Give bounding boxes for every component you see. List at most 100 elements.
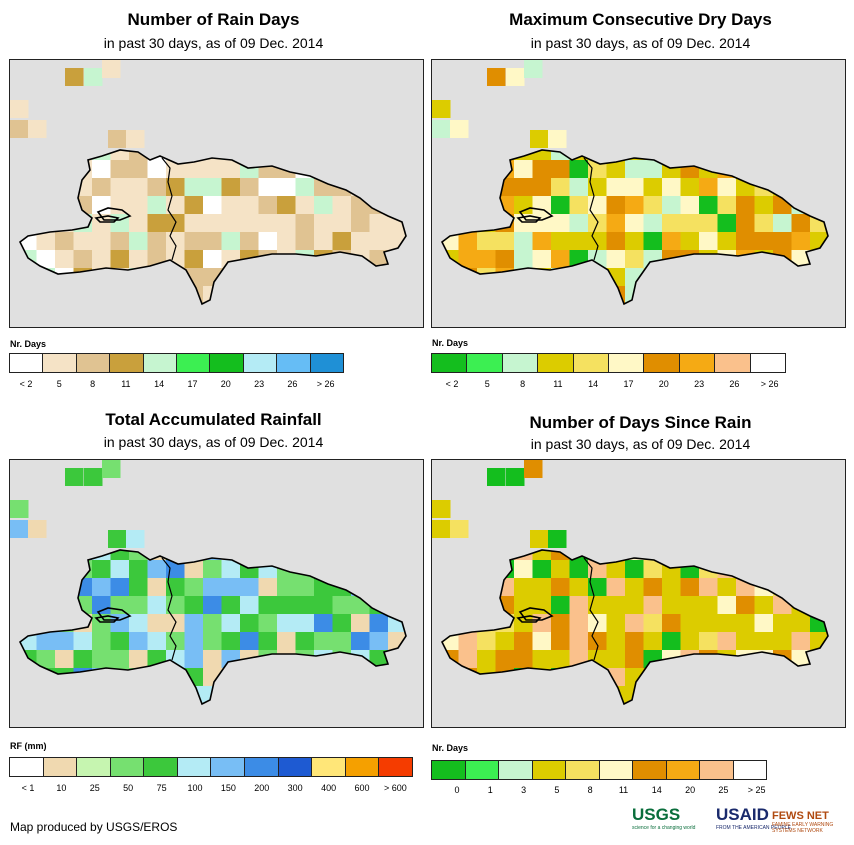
coastline — [96, 607, 132, 621]
legend-label: 11 — [553, 379, 563, 389]
map-grid-cell — [10, 500, 29, 518]
legend-swatch — [598, 761, 632, 779]
coastline — [440, 149, 829, 306]
legend-swatch — [210, 758, 245, 776]
map-grid-cell — [524, 60, 543, 78]
legend-label: 23 — [254, 379, 265, 389]
legend-label: 50 — [123, 783, 134, 793]
map-grid-cell — [28, 120, 47, 138]
legend-label: 11 — [618, 785, 629, 795]
legend-title: Nr. Days — [432, 338, 469, 348]
legend-swatch — [643, 354, 679, 372]
legend-bar — [431, 353, 786, 373]
legend-label: 25 — [89, 783, 100, 793]
legend-swatch — [432, 761, 465, 779]
usaid-logo: USAID FROM THE AMERICAN PEOPLE — [716, 805, 791, 831]
map-grid-cell — [450, 520, 469, 538]
legend-bar — [431, 760, 767, 780]
legend-swatch — [498, 761, 532, 779]
legend-label: > 25 — [747, 785, 766, 795]
legend-swatch — [678, 354, 715, 372]
legend-swatch — [464, 761, 498, 779]
map-grid-cell — [84, 468, 103, 486]
fews-net-logo: FEWS NET FAMINE EARLY WARNING SYSTEMS NE… — [772, 810, 854, 834]
legend-swatch — [501, 354, 538, 372]
map-grid-cell — [84, 68, 103, 86]
legend-swatch — [76, 758, 110, 776]
legend-title: RF (mm) — [10, 741, 47, 751]
legend-label: 20 — [685, 785, 696, 795]
legend-title: Nr. Days — [10, 339, 47, 349]
legend-label: > 600 — [384, 783, 407, 793]
legend-swatch — [537, 354, 573, 372]
legend-swatch — [699, 761, 733, 779]
legend-label: 20 — [658, 379, 669, 389]
usgs-logo-text: USGS — [632, 805, 681, 824]
usaid-logo-tag: FROM THE AMERICAN PEOPLE — [716, 825, 791, 831]
legend-swatch — [665, 761, 699, 779]
legend-label: 23 — [694, 379, 705, 389]
legend-swatch — [277, 758, 312, 776]
credit-text: Map produced by USGS/EROS — [10, 820, 178, 834]
legend-label: > 26 — [316, 379, 335, 389]
legend-swatch — [75, 354, 110, 372]
legend-swatch — [565, 761, 599, 779]
usgs-logo: USGS science for a changing world — [632, 805, 695, 831]
map-rain-days — [9, 59, 424, 328]
panel-subtitle: in past 30 days, as of 09 Dec. 2014 — [530, 35, 751, 51]
legend-swatch — [344, 758, 379, 776]
usgs-logo-tag: science for a changing world — [632, 825, 696, 831]
map-grid-cell — [506, 468, 525, 486]
fews-logo-tag: FAMINE EARLY WARNING SYSTEMS NETWORK — [772, 822, 834, 834]
panel-subtitle: in past 30 days, as of 09 Dec. 2014 — [103, 434, 324, 450]
legend-swatch — [572, 354, 609, 372]
usaid-logo-text: USAID — [716, 805, 769, 824]
panel-title: Number of Days Since Rain — [529, 413, 752, 432]
coastline — [440, 549, 829, 706]
coastline — [96, 207, 132, 221]
legend-label: 26 — [287, 379, 298, 389]
panel-title: Total Accumulated Rainfall — [105, 410, 322, 429]
legend-label: 17 — [623, 379, 634, 389]
country-border — [583, 157, 599, 261]
legend-label: 150 — [220, 783, 236, 793]
panel-rain-days: Number of Rain Days in past 30 days, as … — [0, 0, 427, 420]
legend-label: 5 — [56, 379, 62, 389]
legend-label: 8 — [587, 785, 593, 795]
legend-bar — [9, 757, 413, 777]
map-grid-cell — [432, 100, 451, 118]
legend-label: 10 — [56, 783, 67, 793]
legend-label: 8 — [90, 379, 96, 389]
legend-swatch — [466, 354, 502, 372]
legend-label: 20 — [220, 379, 231, 389]
legend-label: > 26 — [760, 379, 779, 389]
map-grid-cell — [126, 530, 145, 548]
map-grid-cell — [506, 68, 525, 86]
legend-swatch — [109, 354, 143, 372]
map-grid-cell — [65, 468, 84, 486]
legend-swatch — [714, 354, 750, 372]
legend-swatch — [276, 354, 310, 372]
fews-logo-text: FEWS NET — [772, 810, 829, 822]
legend-swatch — [10, 354, 43, 372]
legend-swatch — [176, 758, 211, 776]
map-max-dry-days — [431, 59, 846, 328]
legend-swatch — [42, 354, 76, 372]
map-grid-cell — [487, 68, 506, 86]
map-grid-cell — [432, 520, 451, 538]
legend-swatch — [142, 354, 177, 372]
legend-title: Nr. Days — [432, 743, 469, 753]
legend-label: 100 — [187, 783, 203, 793]
coastline — [518, 207, 554, 221]
legend-label: 0 — [454, 785, 460, 795]
legend-swatch — [42, 758, 77, 776]
map-grid-cell — [10, 100, 29, 118]
legend-label: 14 — [651, 785, 662, 795]
map-grid-cell — [432, 120, 451, 138]
legend-swatch — [143, 758, 177, 776]
map-grid-cells — [442, 150, 828, 304]
legend-label: 5 — [554, 785, 560, 795]
panel-days-since-rain: Number of Days Since Rain in past 30 day… — [427, 400, 854, 820]
legend-label: 1 — [487, 785, 493, 795]
map-grid-cell — [65, 68, 84, 86]
